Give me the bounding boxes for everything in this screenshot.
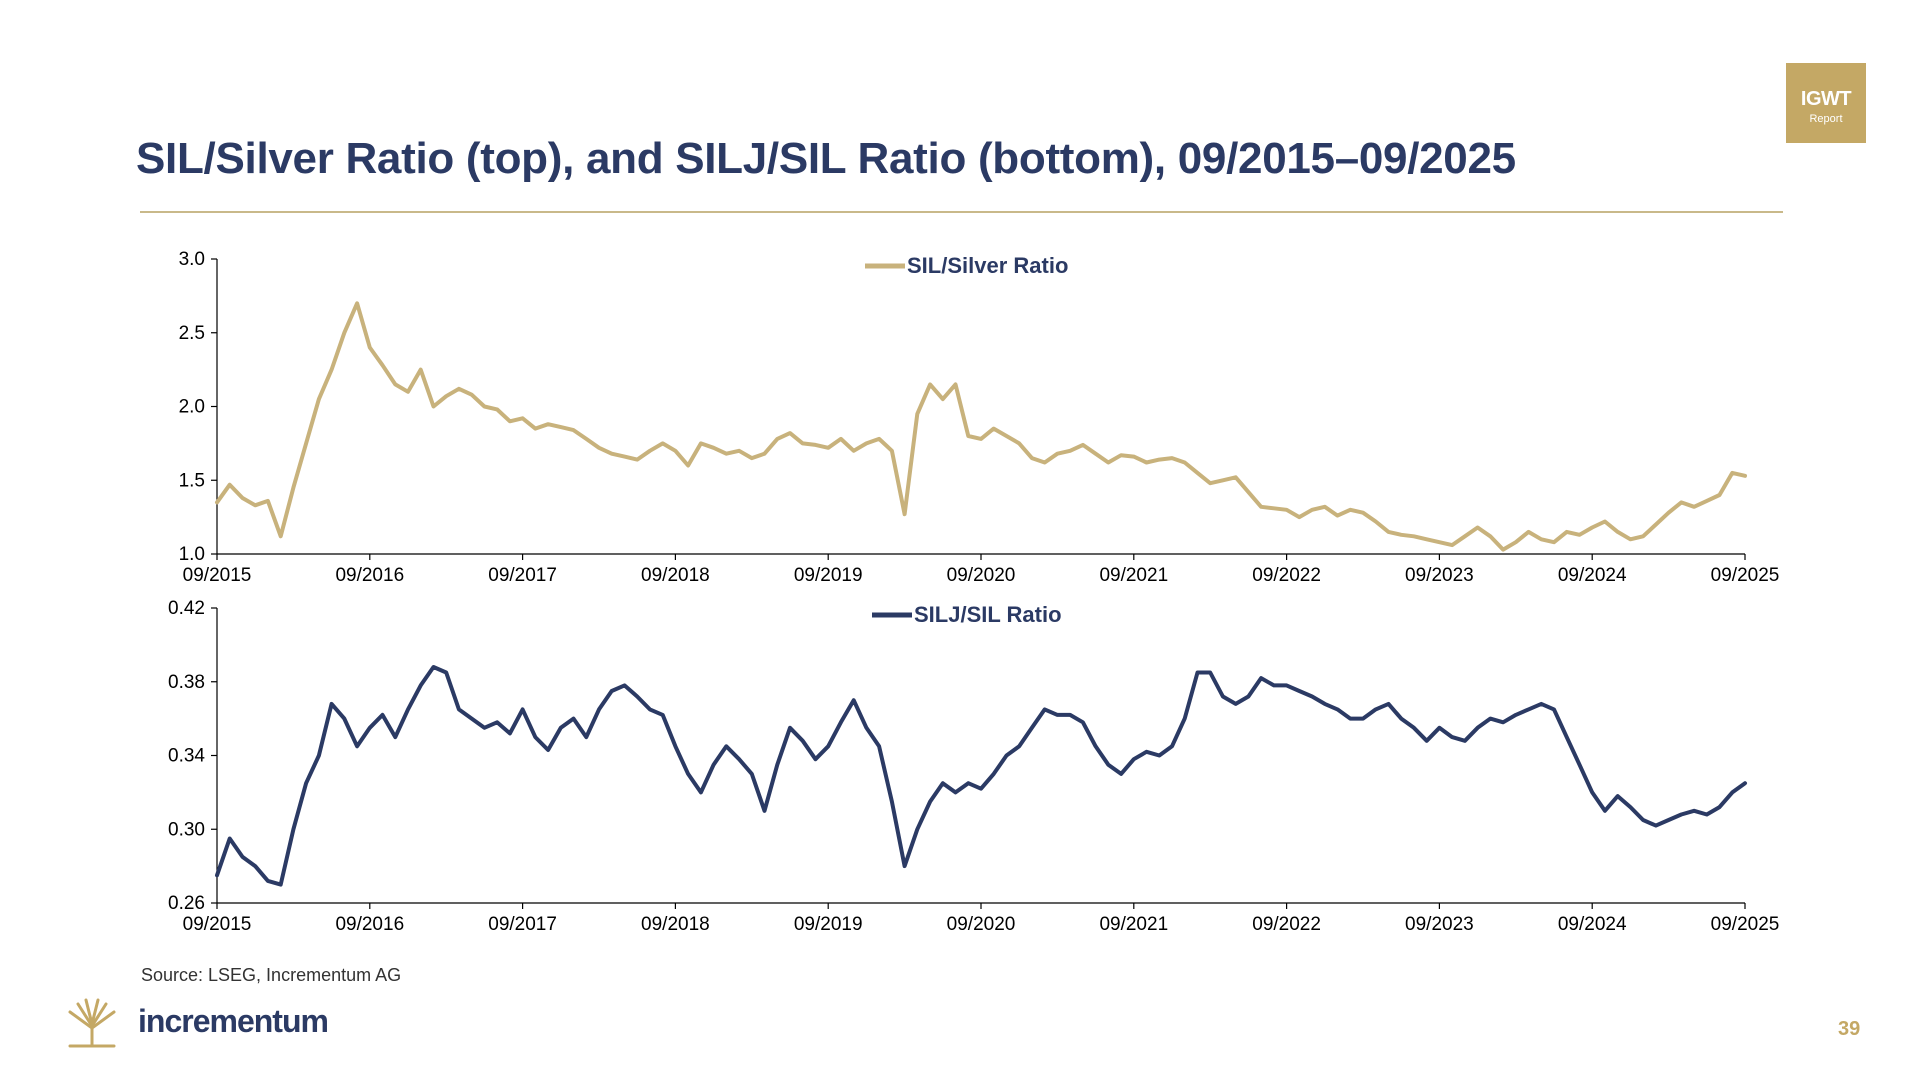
x-tick-label: 09/2021 (1099, 565, 1168, 586)
badge-sub-label: Report (1809, 113, 1843, 125)
x-tick-label: 09/2015 (183, 565, 252, 586)
incrementum-tree-icon (68, 998, 116, 1048)
x-tick-label: 09/2019 (794, 565, 863, 586)
x-tick-label: 09/2016 (335, 565, 404, 586)
y-tick-label: 0.42 (168, 598, 205, 619)
y-tick-label: 0.34 (168, 746, 205, 767)
x-tick-label: 09/2020 (947, 914, 1016, 935)
x-tick-label: 09/2019 (794, 914, 863, 935)
x-tick-label: 09/2025 (1711, 565, 1780, 586)
series-line (215, 665, 1747, 887)
x-tick-label: 09/2018 (641, 565, 710, 586)
y-tick-label: 3.0 (179, 249, 205, 270)
x-tick-label: 09/2017 (488, 565, 557, 586)
x-tick-label: 09/2025 (1711, 914, 1780, 935)
x-tick-label: 09/2022 (1252, 914, 1321, 935)
y-tick-label: 0.38 (168, 672, 205, 693)
x-tick-label: 09/2024 (1558, 565, 1627, 586)
x-tick-label: 09/2023 (1405, 914, 1474, 935)
x-tick-label: 09/2015 (183, 914, 252, 935)
x-tick-label: 09/2022 (1252, 565, 1321, 586)
y-tick-label: 2.0 (179, 397, 205, 418)
igwt-report-badge: IGWT Report (1786, 63, 1866, 143)
legend-label: SILJ/SIL Ratio (914, 602, 1062, 627)
series-line (215, 301, 1747, 552)
x-tick-label: 09/2016 (335, 914, 404, 935)
x-tick-label: 09/2020 (947, 565, 1016, 586)
y-tick-label: 1.0 (179, 544, 205, 565)
page-title: SIL/Silver Ratio (top), and SILJ/SIL Rat… (136, 134, 1516, 183)
y-tick-label: 1.5 (179, 470, 205, 491)
title-divider (140, 211, 1783, 213)
badge-main-label: IGWT (1800, 88, 1852, 110)
x-tick-label: 09/2021 (1099, 914, 1168, 935)
page-number: 39 (1838, 1018, 1861, 1040)
x-tick-label: 09/2023 (1405, 565, 1474, 586)
legend-label: SIL/Silver Ratio (907, 253, 1068, 278)
y-tick-label: 0.26 (168, 893, 205, 914)
y-tick-label: 2.5 (179, 323, 205, 344)
source-note: Source: LSEG, Incrementum AG (141, 965, 402, 985)
y-tick-label: 0.30 (168, 819, 205, 840)
brand-wordmark: incrementum (138, 1003, 329, 1039)
x-tick-label: 09/2024 (1558, 914, 1627, 935)
x-tick-label: 09/2018 (641, 914, 710, 935)
x-tick-label: 09/2017 (488, 914, 557, 935)
